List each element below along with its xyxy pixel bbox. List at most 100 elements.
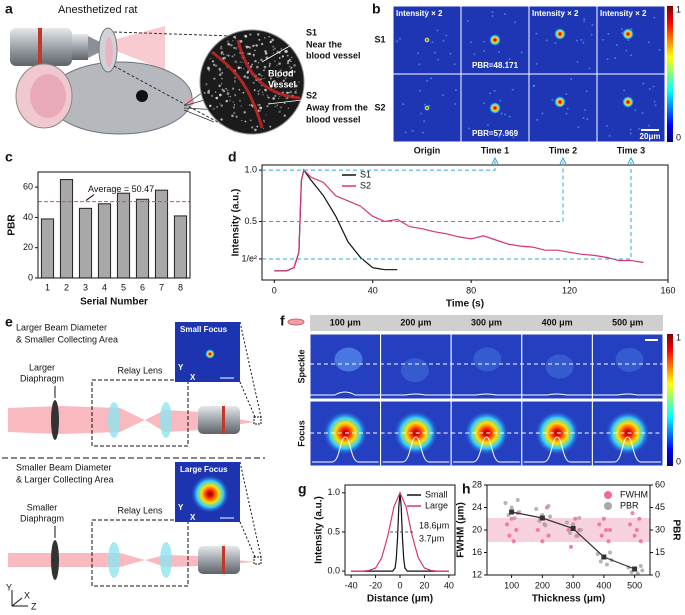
speckle-dot	[287, 107, 290, 110]
y-tick-label: 1.0	[244, 165, 257, 175]
speckle-dot	[279, 69, 282, 72]
speckle-dot	[222, 89, 226, 93]
speckle-dot	[256, 125, 259, 128]
noise-dot	[584, 108, 587, 111]
noise-dot	[576, 39, 579, 42]
speckle-dot	[211, 60, 215, 63]
lens	[160, 402, 172, 438]
objective-tip	[72, 34, 88, 60]
relay-box	[91, 379, 189, 447]
bar	[78, 207, 93, 279]
speckle-dot	[241, 119, 243, 122]
y-tick-label: 24	[472, 502, 482, 512]
y-axis-label: PBR	[7, 214, 18, 236]
speckle-dot	[227, 54, 230, 57]
speckle-dot	[271, 38, 275, 42]
speckle-dot	[235, 115, 238, 118]
label: Small Focus	[180, 325, 228, 334]
noise-dot	[541, 112, 544, 115]
noise-dot	[514, 21, 517, 24]
series-line	[274, 168, 644, 272]
label: Relay Lens	[117, 365, 163, 375]
noise-dot	[648, 87, 651, 90]
x-tick-label: 400	[596, 580, 611, 590]
legend-swatch	[604, 491, 612, 499]
noise-dot	[442, 39, 445, 42]
noise-dot	[601, 38, 604, 41]
label: blood vessel	[306, 114, 361, 124]
noise-dot	[642, 82, 645, 85]
y2-tick-label: 45	[655, 502, 665, 512]
speckle-dot	[240, 105, 242, 107]
noise-dot	[398, 37, 401, 40]
speckle-dot	[262, 93, 264, 96]
noise-dot	[436, 29, 439, 32]
column-label: Time 3	[617, 145, 645, 155]
noise-dot	[512, 136, 515, 139]
speckle-dot	[233, 35, 236, 39]
focus-box	[253, 556, 262, 565]
speckle-dot	[246, 52, 250, 56]
speckle-dot	[273, 47, 276, 50]
speckle-dot	[226, 92, 230, 95]
noise-dot	[554, 41, 557, 44]
speckle-dot	[220, 45, 222, 47]
point	[606, 539, 611, 544]
profile	[523, 436, 591, 463]
speckle-dot	[284, 50, 288, 53]
point	[573, 516, 578, 521]
speckle-dot	[253, 44, 255, 47]
speckle-dot	[293, 81, 295, 83]
guide-line	[262, 160, 564, 222]
noise-dot	[454, 103, 457, 106]
y-tick-label: 16	[472, 547, 482, 557]
noise-dot	[577, 126, 580, 129]
noise-dot	[437, 58, 440, 61]
focus-box	[253, 416, 262, 425]
bar	[40, 218, 55, 279]
speckle-dot	[241, 61, 243, 63]
speckle-dot	[273, 87, 276, 89]
noise-dot	[508, 58, 511, 61]
label: Large Focus	[180, 465, 228, 474]
axis-label: Y	[6, 582, 12, 592]
x-axis-label: Thickness (μm)	[532, 594, 605, 605]
point	[638, 564, 643, 568]
speckle-dot	[272, 49, 274, 51]
panel-letter: e	[5, 314, 13, 330]
x-tick-label: 0	[397, 580, 402, 590]
mean-marker	[539, 515, 545, 521]
noise-dot	[520, 51, 523, 54]
noise-dot	[586, 118, 589, 121]
speckle-dot	[264, 37, 266, 39]
x-tick-label: 80	[466, 285, 476, 295]
y2-tick-label: 60	[655, 479, 665, 489]
speckle-dot	[263, 77, 266, 79]
noise-dot	[468, 127, 471, 130]
y-tick-label: 0.5	[327, 526, 340, 536]
noise-dot	[404, 131, 407, 134]
point	[628, 522, 633, 527]
focus-spot	[554, 96, 566, 108]
label: blood vessel	[306, 50, 361, 60]
bar	[173, 215, 188, 279]
noise-dot	[503, 13, 506, 16]
speckle-dot	[203, 91, 206, 94]
noise-dot	[608, 134, 611, 137]
speckle-dot	[218, 67, 221, 71]
speckle-dot	[233, 104, 236, 106]
x-tick-label: 8	[178, 282, 183, 292]
noise-dot	[473, 53, 476, 56]
label: Larger Beam Diameter	[16, 322, 107, 332]
speckle-dot	[265, 114, 267, 116]
y-axis-label: Intensity (a.u.)	[231, 189, 242, 257]
noise-dot	[498, 135, 501, 138]
legend-label: Large	[425, 500, 448, 510]
speckle-dot	[225, 99, 228, 103]
axis-label: X	[190, 373, 196, 382]
speckle-dot	[239, 39, 243, 43]
zoom-line	[113, 31, 237, 133]
speckle-dot	[252, 81, 255, 84]
y2-tick-label: 30	[655, 524, 665, 534]
noise-dot	[576, 60, 579, 63]
